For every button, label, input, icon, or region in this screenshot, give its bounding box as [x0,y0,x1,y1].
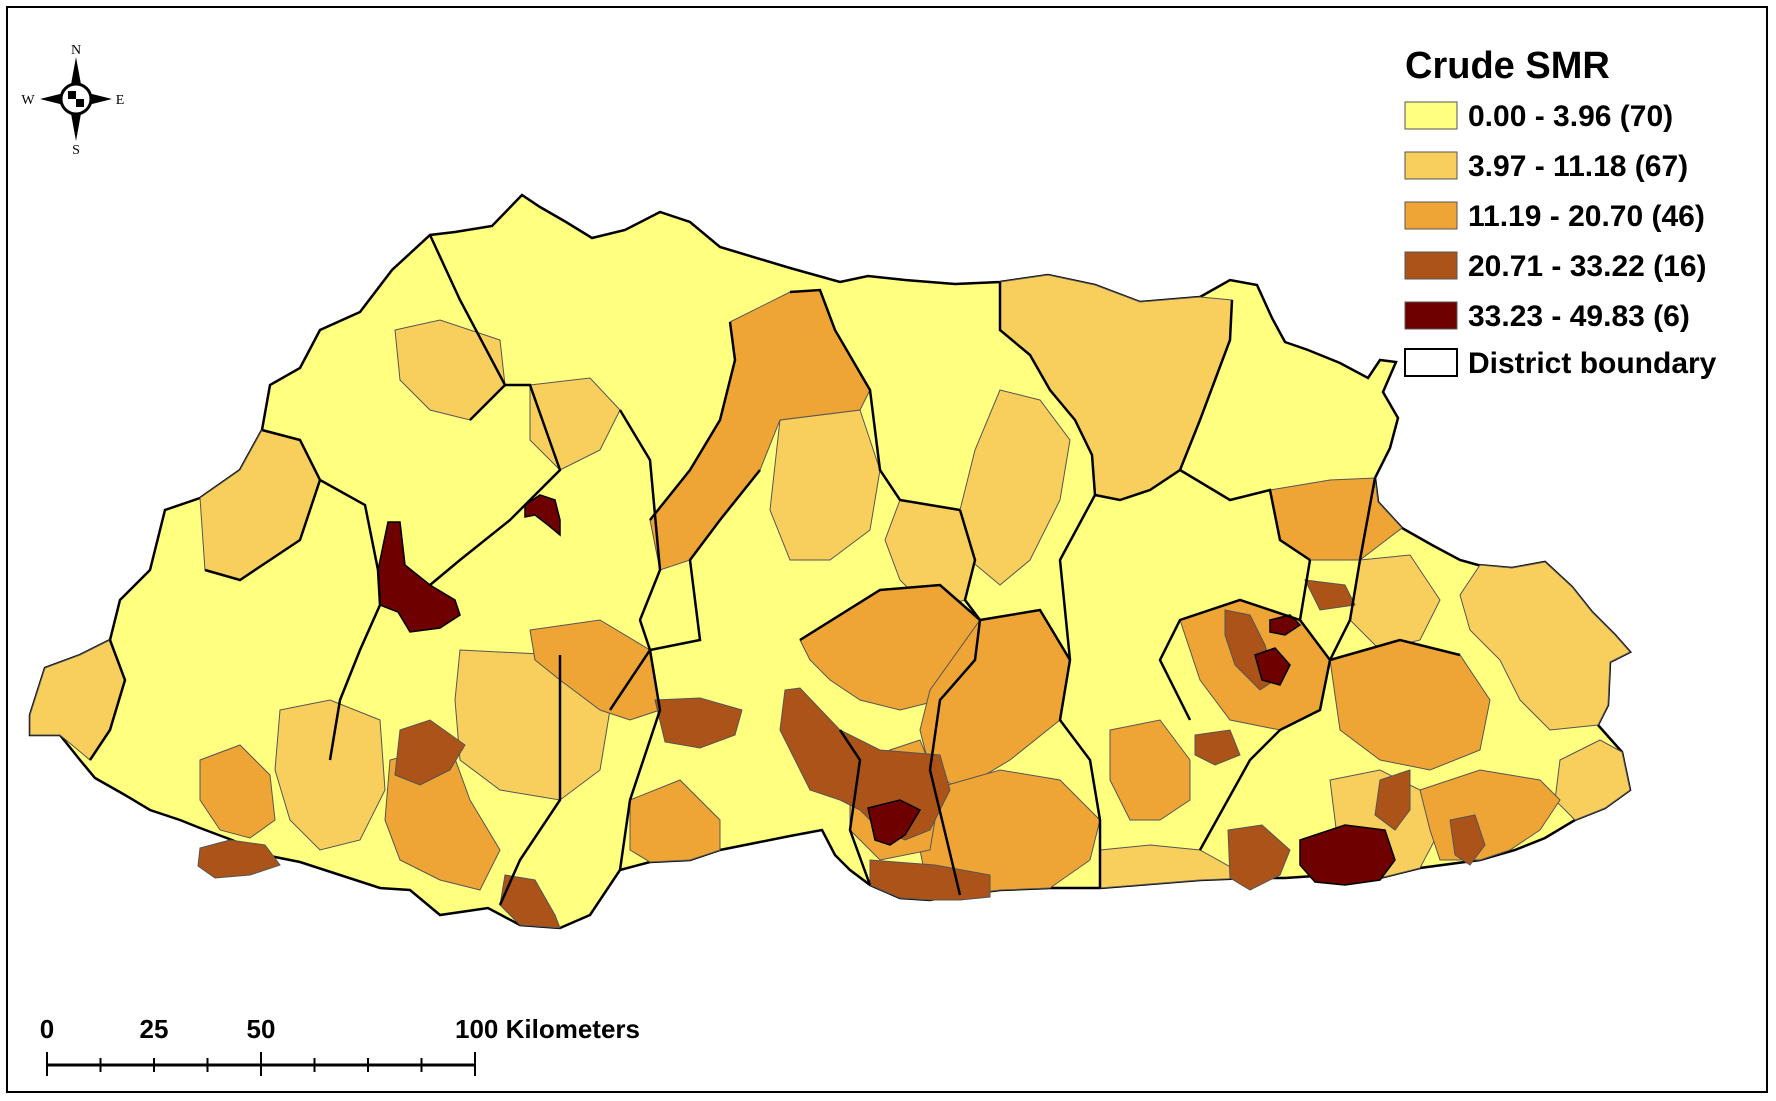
scale-label-50: 50 [247,1014,276,1044]
district-boundary [799,583,981,642]
legend-swatch-1 [1404,101,1458,130]
legend-swatch-5 [1404,301,1458,330]
legend-swatch-boundary [1404,348,1458,377]
district-boundary [88,639,127,761]
district-boundary [204,428,322,582]
region-class2 [1459,561,1631,731]
region-class3 [529,619,661,721]
scale-label-25: 25 [140,1014,169,1044]
district-boundary [789,288,961,512]
compass-label-e: E [116,93,125,108]
legend: Crude SMR 0.00 - 3.96 (70) 3.97 - 11.18 (… [1404,45,1717,380]
legend-classes: 0.00 - 3.96 (70) 3.97 - 11.18 (67) 11.19 -… [1404,100,1707,333]
legend-label-1: 0.00 - 3.96 (70) [1468,100,1673,133]
district-boundary [319,478,382,761]
district-boundary [498,655,562,906]
region-class2 [769,409,881,561]
legend-swatch-2 [1404,151,1458,180]
legend-label-4: 20.71 - 33.22 (16) [1468,250,1707,283]
district-boundary [1328,477,1377,661]
region-class5 [524,494,561,537]
region-class4 [197,839,281,879]
compass-center-dark-2 [76,99,84,107]
compass-label-w: W [21,93,35,108]
region-class4 [1227,824,1291,891]
district-boundary [998,282,1097,496]
district-boundary [428,234,507,421]
scale-ticks [46,1052,476,1076]
legend-label-2: 3.97 - 11.18 (67) [1468,150,1688,183]
district-boundary [928,619,982,896]
region-class3 [1109,719,1191,821]
district-boundary [1179,468,1311,562]
legend-swatch-3 [1404,201,1458,230]
region-class4 [1449,814,1486,866]
compass-arrow-south [70,108,82,141]
district-boundary [1158,598,1301,721]
district-boundary [1329,638,1461,662]
compass-label-s: S [72,143,80,158]
compass-rose: N S E W [21,43,124,158]
compass-arrow-north [70,57,82,90]
scale-label-100: 100 Kilometers [455,1014,640,1044]
region-polygons [29,274,1631,929]
legend-label-5: 33.23 - 49.83 (6) [1468,300,1690,333]
region-class4 [779,687,951,841]
district-boundary [1094,299,1234,502]
district-boundary [618,409,662,651]
district-boundary [649,321,737,521]
region-class4 [1374,769,1411,831]
legend-swatch-4 [1404,251,1458,280]
compass-label-n: N [71,43,81,58]
district-boundaries [88,234,1461,906]
district-boundary [618,649,662,871]
compass-arrow-west [40,93,64,105]
district-boundary [838,729,872,886]
region-class5 [1299,824,1396,886]
legend-label-3: 11.19 - 20.70 (46) [1468,200,1705,233]
region-class5 [867,799,922,846]
region-class3 [629,779,721,863]
scale-bar: 0 25 50 100 Kilometers [40,1014,640,1076]
region-class3 [199,744,276,839]
region-class4 [1194,729,1241,766]
district-boundary [1058,494,1102,888]
district-boundary [429,383,562,586]
region-class3 [1419,769,1561,861]
district-boundary [608,469,761,711]
region-class2 [274,699,386,851]
region-class2 [1099,844,1252,889]
compass-center-dark-1 [68,91,76,99]
region-class4 [654,697,743,749]
compass-arrow-east [88,93,112,105]
district-boundary [958,509,1072,661]
legend-label-boundary: District boundary [1468,347,1717,380]
region-class5 [1254,647,1291,686]
region-class4 [394,719,466,786]
region-class2 [959,389,1071,586]
legend-title: Crude SMR [1405,45,1610,87]
scale-label-0: 0 [40,1014,54,1044]
region-class4 [1304,579,1356,611]
